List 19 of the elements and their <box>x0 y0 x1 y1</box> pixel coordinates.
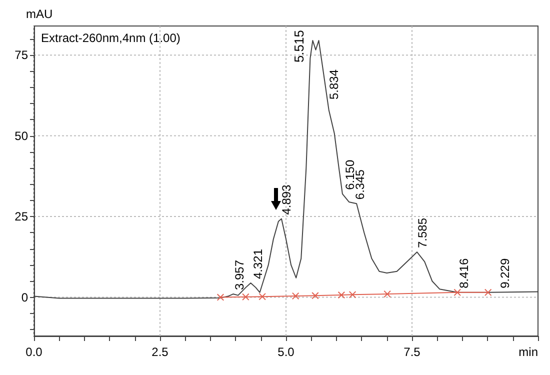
annotation: 9.229 <box>498 258 512 288</box>
x-tick-label: 0.0 <box>26 345 43 359</box>
y-tick-label: 0 <box>21 290 28 304</box>
annotation: 5.834 <box>327 69 342 100</box>
x-tick-label: 5.0 <box>278 345 295 359</box>
y-axis-title: mAU <box>26 7 53 21</box>
annotation: 7.585 <box>415 218 430 248</box>
chart-title: Extract-260nm,4nm (1.00) <box>41 31 180 45</box>
y-tick-label: 25 <box>14 210 28 224</box>
x-tick-label: 7.5 <box>404 345 421 359</box>
y-tick-label: 75 <box>14 48 28 62</box>
annotation: 3.957 <box>232 260 246 290</box>
y-tick-label: 50 <box>14 128 28 143</box>
annotation: 4.893 <box>280 184 294 215</box>
annotation: 5.515 <box>291 30 306 63</box>
annotation: 8.416 <box>457 258 472 288</box>
annotation: 4.321 <box>250 248 265 280</box>
x-tick-label: 2.5 <box>152 345 169 359</box>
x-axis-title: min <box>518 345 538 359</box>
